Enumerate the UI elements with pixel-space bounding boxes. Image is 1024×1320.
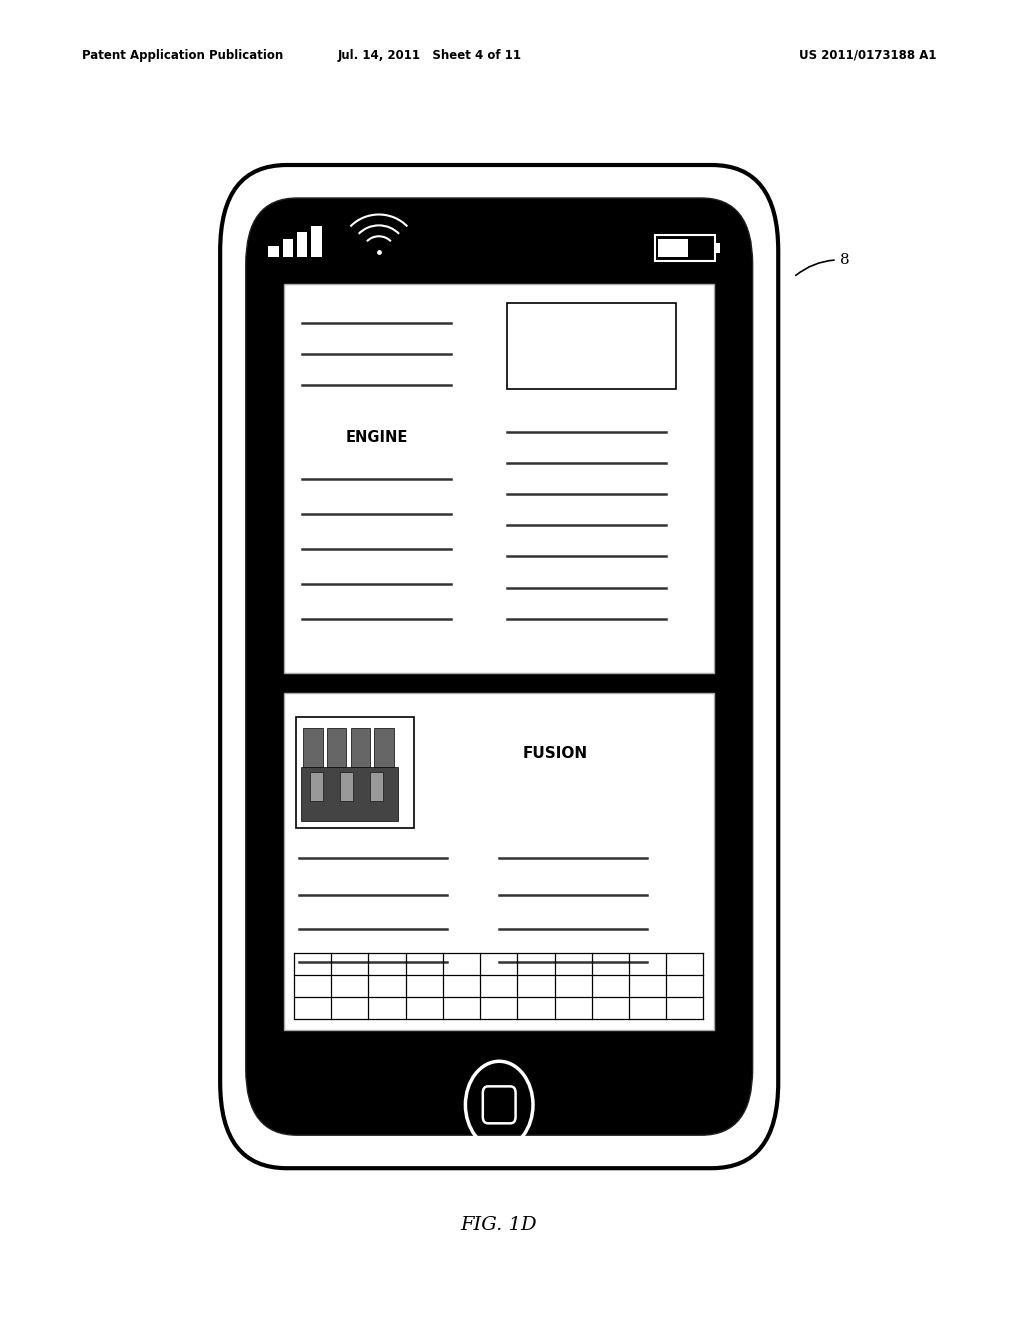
Bar xyxy=(350,729,370,767)
Text: Patent Application Publication: Patent Application Publication xyxy=(82,49,284,62)
Bar xyxy=(340,772,352,801)
Bar xyxy=(374,729,393,767)
Bar xyxy=(507,304,676,389)
Bar xyxy=(301,767,398,821)
Bar xyxy=(296,717,414,828)
Bar xyxy=(327,729,346,767)
Bar xyxy=(658,239,688,257)
Bar xyxy=(297,232,307,257)
Bar xyxy=(303,729,323,767)
Text: FIG. 1D: FIG. 1D xyxy=(461,1216,537,1234)
Text: FUSION: FUSION xyxy=(522,746,588,762)
Bar xyxy=(284,284,714,673)
Bar xyxy=(655,235,715,261)
Text: Jul. 14, 2011   Sheet 4 of 11: Jul. 14, 2011 Sheet 4 of 11 xyxy=(338,49,522,62)
Text: 8: 8 xyxy=(796,253,849,276)
FancyBboxPatch shape xyxy=(246,198,753,1135)
Bar xyxy=(715,243,720,253)
Bar xyxy=(268,246,279,257)
Text: ENGINE: ENGINE xyxy=(345,430,408,445)
Bar xyxy=(284,693,714,1030)
Text: US 2011/0173188 A1: US 2011/0173188 A1 xyxy=(799,49,936,62)
Bar xyxy=(283,239,293,257)
FancyBboxPatch shape xyxy=(220,165,778,1168)
Bar xyxy=(309,772,323,801)
Bar xyxy=(311,226,322,257)
Bar xyxy=(370,772,383,801)
